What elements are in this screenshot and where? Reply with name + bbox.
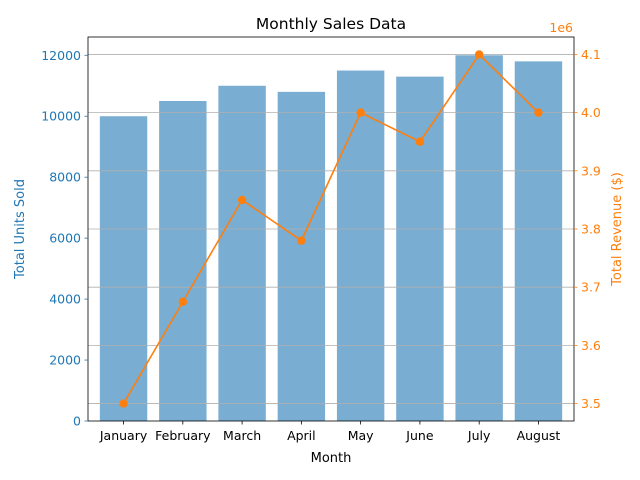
left-tick-label: 4000 xyxy=(49,292,81,307)
bar-may xyxy=(336,70,385,422)
right-tick-label: 3.7 xyxy=(581,280,601,295)
x-tick-label: May xyxy=(348,428,374,443)
revenue-point-august xyxy=(534,108,543,117)
chart-title: Monthly Sales Data xyxy=(256,15,406,33)
revenue-point-april xyxy=(297,236,306,245)
bar-july xyxy=(455,55,503,422)
revenue-point-july xyxy=(474,50,484,59)
bar-january xyxy=(99,116,148,421)
x-tick-label: February xyxy=(155,428,211,443)
x-tick-label: January xyxy=(99,428,148,443)
revenue-point-march xyxy=(237,195,247,205)
x-tick-label: June xyxy=(405,428,434,443)
left-tick-label: 10000 xyxy=(41,109,81,124)
left-tick-label: 0 xyxy=(73,414,81,429)
left-tick-label: 12000 xyxy=(41,48,81,63)
revenue-point-january xyxy=(119,399,128,408)
x-axis-label: Month xyxy=(311,451,352,466)
right-tick-label: 3.9 xyxy=(581,163,601,178)
x-tick-label: March xyxy=(223,428,261,443)
revenue-point-june xyxy=(415,137,425,146)
bar-august xyxy=(514,61,563,421)
x-tick-label: July xyxy=(467,428,491,443)
revenue-point-february xyxy=(178,297,188,306)
x-tick-label: August xyxy=(517,428,561,443)
revenue-point-may xyxy=(356,108,365,117)
revenue-line xyxy=(122,53,539,404)
left-tick-label: 6000 xyxy=(49,231,81,246)
left-y-axis-label: Total Units Sold xyxy=(13,179,28,280)
bar-march xyxy=(218,85,266,421)
left-tick-label: 2000 xyxy=(49,353,81,368)
left-tick-label: 8000 xyxy=(49,170,81,185)
right-y-axis-label: Total Revenue ($) xyxy=(610,172,625,287)
bar-february xyxy=(159,101,207,421)
right-tick-label: 3.8 xyxy=(581,222,601,237)
bar-april xyxy=(277,91,326,421)
right-tick-label: 4.0 xyxy=(581,105,601,120)
right-tick-label: 4.1 xyxy=(581,47,601,62)
x-tick-label: April xyxy=(287,428,316,443)
right-tick-label: 3.6 xyxy=(581,338,601,353)
right-axis-offset-label: 1e6 xyxy=(549,20,573,35)
right-tick-label: 3.5 xyxy=(581,396,601,411)
bar-june xyxy=(396,76,444,421)
